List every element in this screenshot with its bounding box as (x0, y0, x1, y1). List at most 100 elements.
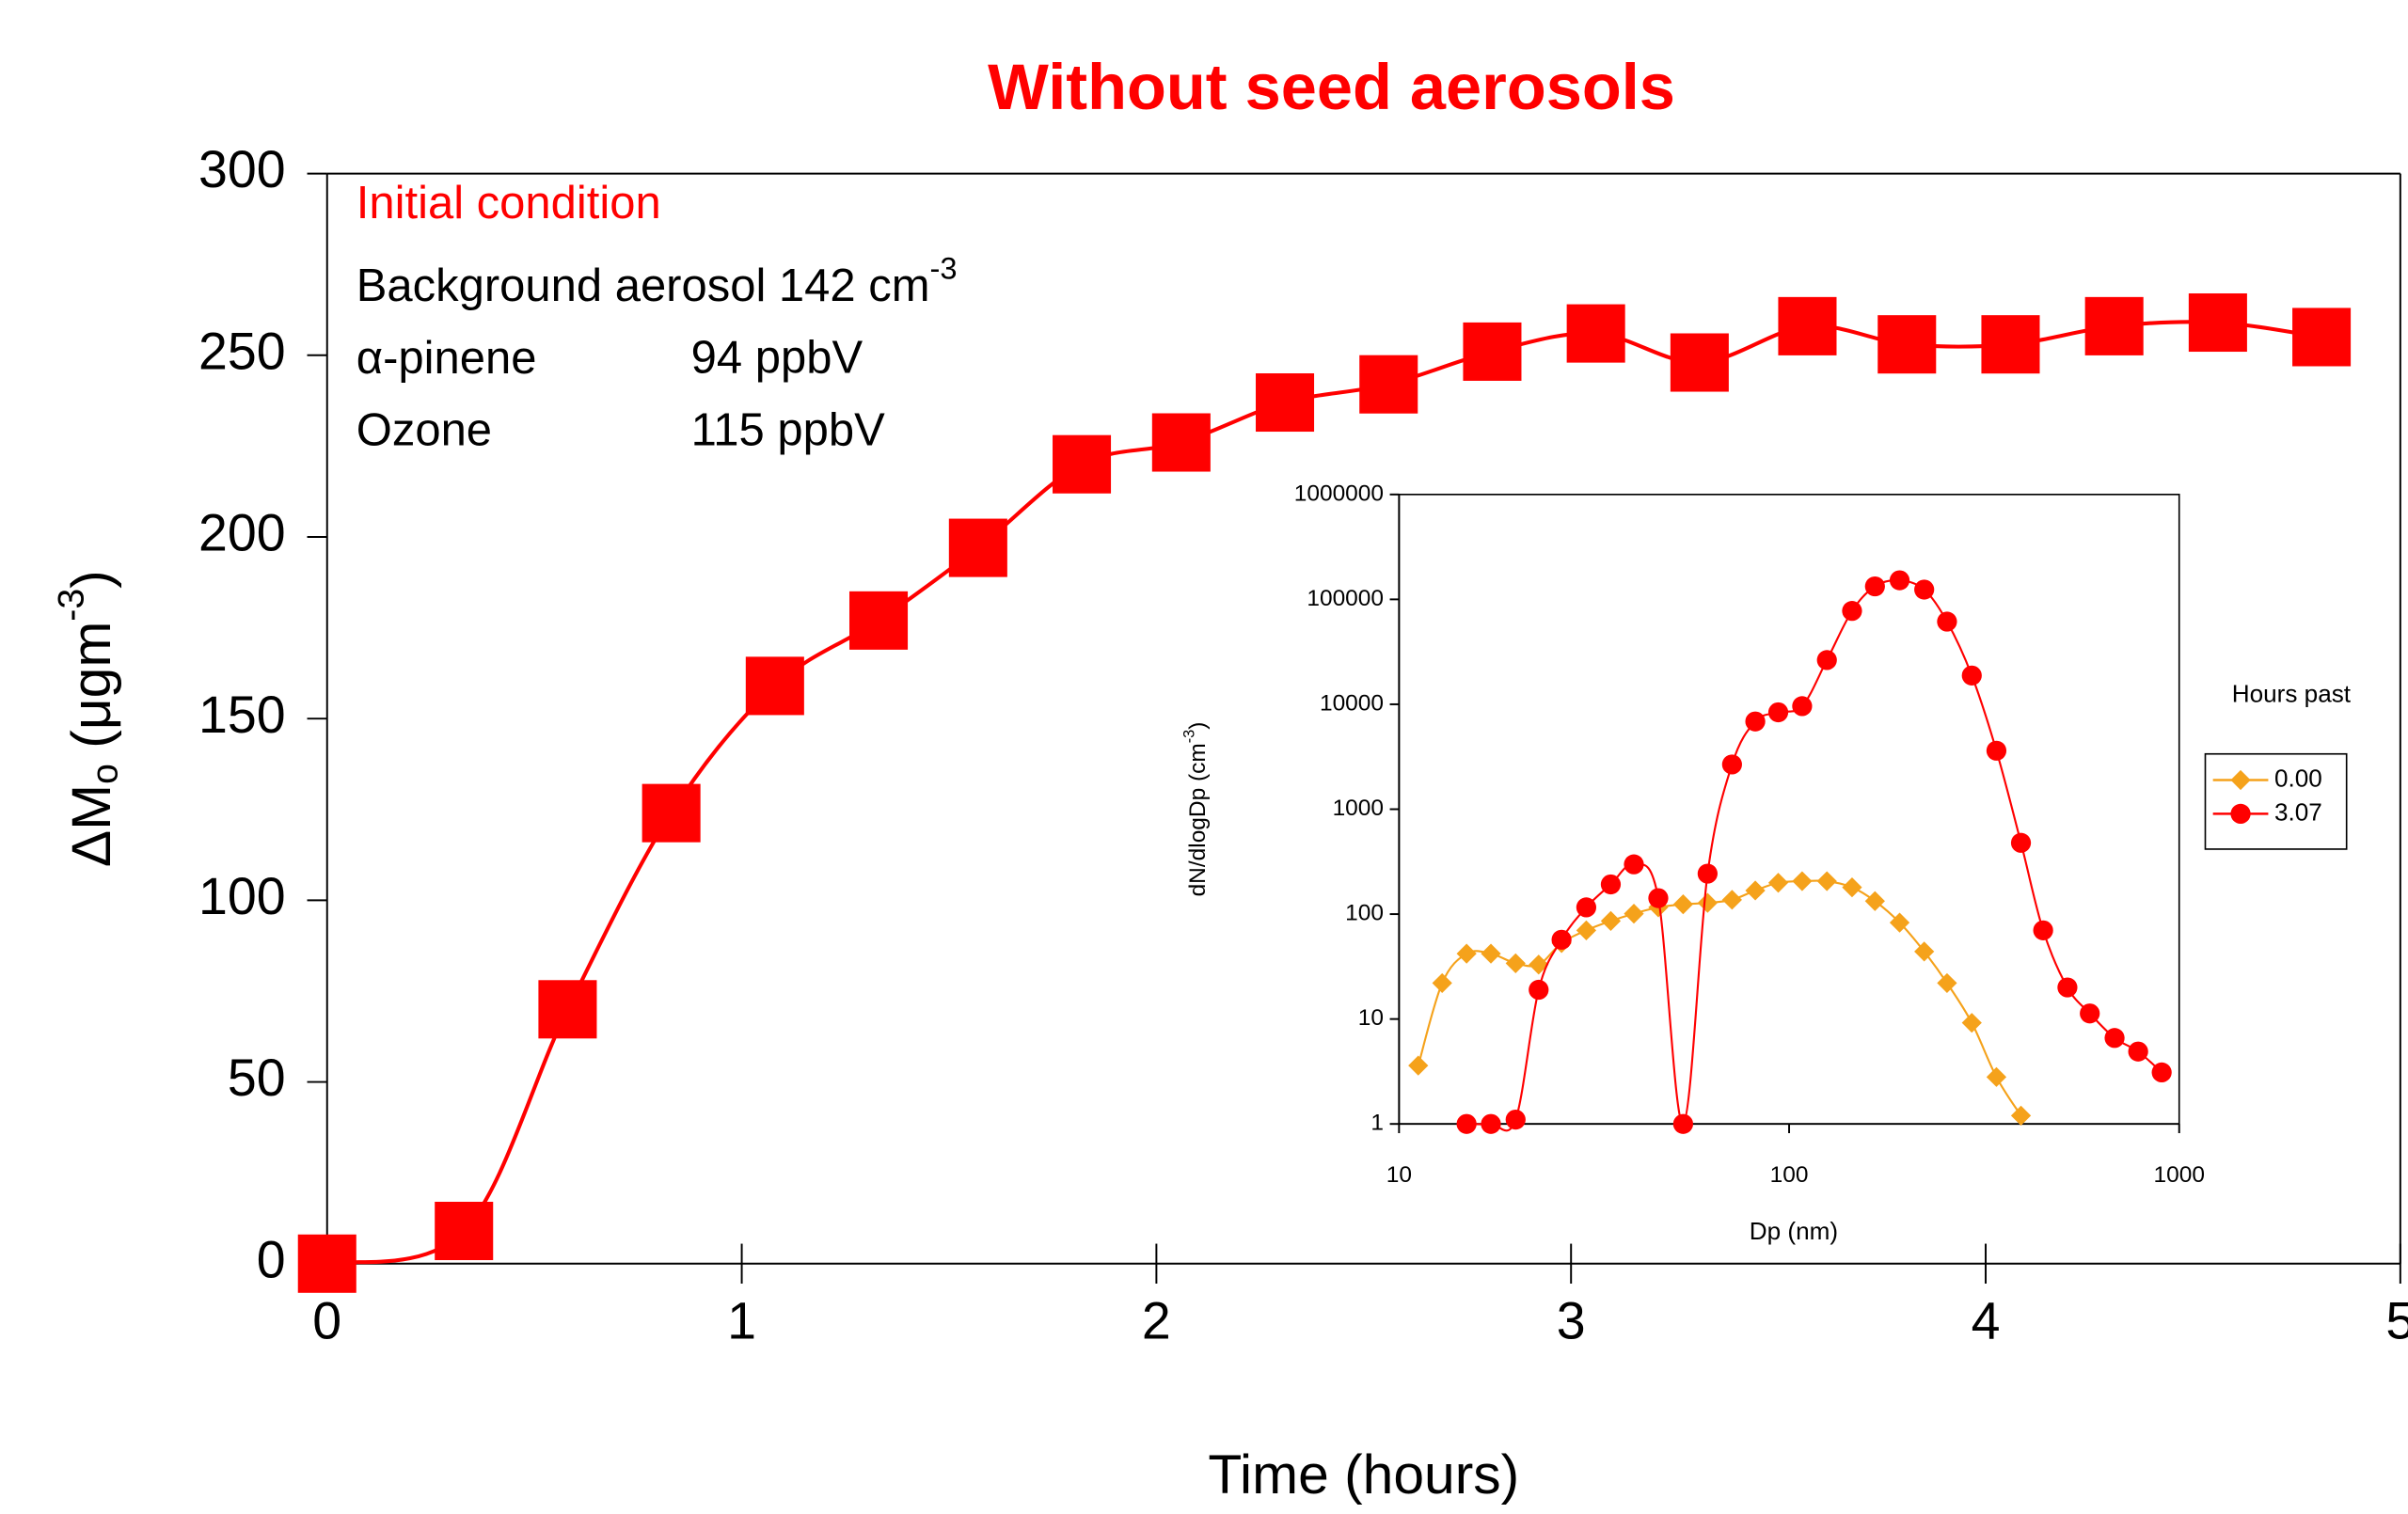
legend-label: 3.07 (2274, 797, 2322, 826)
x-tick-label: 1 (727, 1292, 756, 1350)
x-tick-label: 2 (1142, 1292, 1171, 1350)
y-axis-label: dN/dlogDp (cm-3) (1181, 722, 1212, 897)
marker-circle (2057, 977, 2078, 998)
marker-square (1359, 355, 1418, 414)
y-tick-label: 200 (198, 504, 286, 562)
marker-circle (1624, 854, 1644, 875)
marker-diamond (1889, 912, 1910, 933)
marker-circle (1961, 665, 1982, 686)
annotation-value: 115 ppbV (691, 404, 885, 455)
x-tick-label: 3 (1557, 1292, 1586, 1350)
marker-diamond (1937, 972, 1957, 994)
marker-square (1053, 434, 1112, 494)
marker-diamond (1864, 891, 1885, 911)
marker-diamond (1697, 892, 1718, 913)
marker-diamond (1672, 894, 1694, 915)
x-axis-label: Time (hours) (1208, 1444, 1519, 1506)
annotation-label: Ozone (356, 404, 492, 455)
marker-circle (1816, 650, 1837, 670)
x-axis-label: Dp (nm) (1750, 1217, 1838, 1245)
marker-square (1566, 304, 1625, 363)
annotation-heading: Initial condition (356, 178, 661, 229)
marker-square (1463, 322, 1522, 381)
annotation-label: α-pinene (356, 333, 537, 384)
legend-box (2204, 752, 2348, 850)
marker-square (1670, 333, 1729, 392)
marker-square (642, 783, 701, 843)
annotation-sup: -3 (930, 250, 958, 285)
y-axis-label-sup: -3 (1181, 730, 1198, 744)
y-axis-label-sup: -3 (52, 589, 92, 622)
y-tick-label: 50 (228, 1049, 286, 1107)
marker-circle (1600, 874, 1622, 895)
y-axis-label: ΔMo (μgm-3) (52, 570, 126, 867)
marker-square (2188, 292, 2247, 353)
marker-circle (2128, 1041, 2148, 1062)
marker-circle (1576, 897, 1597, 918)
y-tick-label: 0 (257, 1230, 286, 1288)
marker-circle (2230, 803, 2251, 825)
marker-circle (1792, 696, 1813, 717)
y-tick-label: 100000 (1307, 586, 1384, 611)
marker-circle (2010, 832, 2032, 853)
marker-square (2292, 308, 2352, 367)
marker-diamond (1408, 1055, 1429, 1076)
y-tick-label: 100 (1345, 901, 1384, 926)
y-axis-label-part: dN/dlogDp (cm (1186, 743, 1212, 896)
marker-circle (1937, 611, 1957, 632)
marker-diamond (1481, 943, 1501, 964)
y-tick-label: 250 (198, 322, 286, 380)
x-tick-label: 5 (2385, 1292, 2408, 1350)
marker-square (1981, 315, 2040, 374)
marker-square (538, 980, 597, 1039)
marker-circle (1745, 711, 1766, 732)
marker-diamond (1432, 972, 1452, 994)
y-axis-label-sub: o (86, 764, 126, 784)
marker-circle (1551, 929, 1572, 950)
y-axis-label-part: ΔM (61, 784, 122, 867)
marker-square (297, 1234, 356, 1293)
marker-circle (1914, 579, 1935, 600)
annotation: α-pinene (356, 333, 537, 384)
x-tick-label: 0 (312, 1292, 341, 1350)
y-tick-label: 1000000 (1294, 481, 1384, 506)
marker-circle (1986, 740, 2007, 761)
y-tick-label: 1 (1370, 1111, 1384, 1136)
marker-square (849, 591, 909, 650)
marker-diamond (1961, 1013, 1982, 1033)
y-tick-label: 1000 (1333, 796, 1384, 821)
marker-square (745, 656, 804, 716)
marker-circle (1767, 702, 1789, 723)
marker-diamond (1456, 943, 1477, 964)
legend-title: Hours past (2232, 680, 2352, 708)
marker-circle (1672, 1113, 1694, 1134)
chart-title: Without seed aerosols (988, 51, 1675, 123)
marker-square (1877, 315, 1937, 374)
marker-diamond (2230, 769, 2251, 791)
marker-square (1256, 373, 1315, 433)
marker-circle (2151, 1062, 2172, 1082)
marker-diamond (1576, 920, 1597, 940)
y-axis-label-part: ) (61, 570, 122, 589)
marker-diamond (1816, 871, 1837, 891)
marker-diamond (1505, 953, 1526, 973)
marker-diamond (1529, 954, 1549, 975)
y-tick-label: 150 (198, 686, 286, 744)
marker-circle (1842, 601, 1862, 622)
marker-diamond (1792, 871, 1813, 891)
marker-circle (1456, 1113, 1477, 1134)
y-tick-label: 10000 (1320, 690, 1384, 716)
marker-circle (1864, 576, 1885, 597)
marker-circle (1648, 888, 1669, 908)
marker-circle (1697, 863, 1718, 884)
marker-diamond (1842, 876, 1862, 898)
x-tick-label: 1000 (2154, 1162, 2205, 1188)
marker-circle (2033, 920, 2053, 940)
marker-square (1778, 296, 1837, 355)
annotation: Ozone (356, 404, 492, 455)
marker-circle (1505, 1109, 1526, 1130)
marker-circle (2080, 1003, 2100, 1024)
annotation-label: Background aerosol 142 cm (356, 260, 930, 311)
marker-diamond (1986, 1066, 2007, 1087)
